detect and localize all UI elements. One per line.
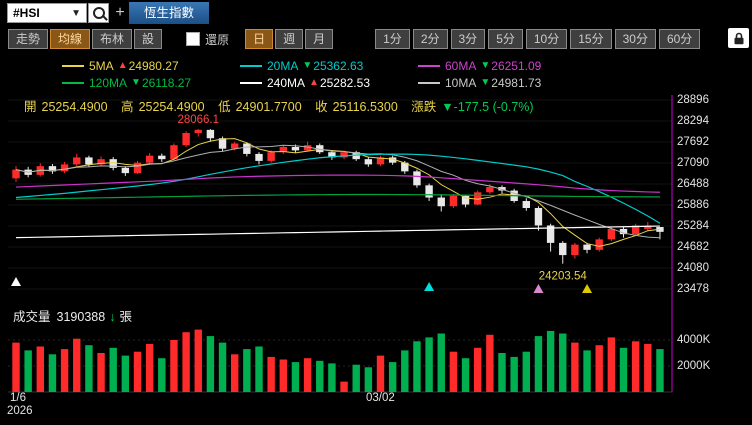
ma-legend-item: 10MA ▼ 24981.73: [418, 76, 596, 90]
ma-name: 5MA: [89, 58, 114, 73]
volume-axis-label: 2000K: [677, 360, 711, 372]
ma-value: 25282.53: [319, 75, 370, 90]
interval-tab-6[interactable]: 30分: [614, 29, 656, 49]
volume-value: 3190388: [56, 310, 106, 324]
ma-value: 24980.27: [128, 58, 179, 73]
ma-line-swatch: [62, 81, 84, 84]
ma-line-swatch: [418, 81, 440, 84]
lock-icon: [734, 32, 743, 44]
x-axis-label-first: 1/6: [10, 392, 26, 404]
ma-name: 10MA: [445, 75, 477, 90]
x-axis-year-label: 2026: [7, 405, 33, 417]
tab-hsi[interactable]: 恆生指數: [129, 2, 210, 24]
toolbar: 走勢 均線 布林設 還原 日週月 1分 2分 3分 5分 10分 15分 30分 60分: [8, 29, 718, 49]
ma-line-swatch: [418, 64, 440, 67]
down-arrow-icon: ▼: [480, 60, 491, 71]
high-value: 25254.4900: [138, 100, 205, 114]
price-axis-label: 25886: [677, 199, 709, 211]
restore-group: 還原: [186, 31, 229, 48]
change-value: ▼-177.5 (-0.7%): [441, 100, 534, 114]
open-label: 開: [24, 100, 37, 114]
svg-text:24203.54: 24203.54: [539, 271, 588, 283]
add-symbol-button[interactable]: +: [115, 4, 125, 21]
price-axis-label: 27090: [677, 157, 709, 169]
up-arrow-icon: ▲: [117, 60, 128, 71]
ma-name: 60MA: [445, 58, 477, 73]
interval-tab-3[interactable]: 5分: [488, 29, 523, 49]
lock-button[interactable]: [728, 28, 749, 48]
x-axis-label-march: 03/02: [366, 392, 395, 404]
ma-value: 25362.63: [313, 58, 364, 73]
period-tab-1[interactable]: 週: [275, 29, 304, 49]
interval-tab-7[interactable]: 60分: [658, 29, 701, 49]
chart-type-tab-2[interactable]: 布林: [92, 29, 133, 49]
low-value: 24901.7700: [235, 100, 302, 114]
ma-value: 24981.73: [491, 75, 542, 90]
ma-line-swatch: [62, 64, 84, 67]
ma-line-swatch: [240, 64, 262, 67]
volume-axis-label: 4000K: [677, 334, 711, 346]
interval-tabs: 1分 2分 3分 5分 10分 15分 30分 60分: [375, 29, 701, 49]
period-tabs: 日週月: [245, 29, 334, 49]
price-axis-label: 28294: [677, 115, 709, 127]
period-tab-2[interactable]: 月: [305, 29, 334, 49]
ma-legend: 5MA ▲ 24980.27 20MA ▼ 25362.63 60MA ▼ 26251.09 12…: [62, 57, 596, 91]
change-label: 漲跌: [411, 100, 437, 114]
price-axis-label: 27692: [677, 136, 709, 148]
price-axis-label: 23478: [677, 283, 709, 295]
ma-legend-item: 5MA ▲ 24980.27: [62, 59, 240, 73]
symbol-selector[interactable]: #HSI ▼: [7, 3, 87, 23]
ma-legend-item: 240MA ▲ 25282.53: [240, 76, 418, 90]
ma-name: 20MA: [267, 58, 299, 73]
chart-type-tab-1[interactable]: 均線: [50, 29, 91, 49]
interval-tab-5[interactable]: 15分: [570, 29, 612, 49]
top-bar: #HSI ▼ + 恆生指數: [0, 0, 752, 26]
up-arrow-icon: ▲: [309, 77, 319, 88]
ma-name: 240MA: [267, 75, 306, 90]
price-axis-label: 25284: [677, 220, 709, 232]
ma-line-swatch: [240, 81, 262, 84]
interval-tab-0[interactable]: 1分: [375, 29, 410, 49]
symbol-text: #HSI: [13, 6, 40, 20]
chevron-down-icon[interactable]: ▼: [71, 7, 81, 19]
search-button[interactable]: [88, 3, 109, 23]
price-axis-label: 24682: [677, 241, 709, 253]
restore-label: 還原: [205, 32, 230, 47]
low-label: 低: [218, 100, 231, 114]
close-label: 收: [315, 100, 328, 114]
price-axis-label: 24080: [677, 262, 709, 274]
period-tab-0[interactable]: 日: [245, 29, 274, 49]
down-arrow-icon: ▼: [480, 77, 491, 88]
ma-legend-item: 120MA ▼ 26118.27: [62, 76, 240, 90]
restore-checkbox[interactable]: [186, 32, 201, 46]
volume-unit: 張: [119, 310, 132, 324]
down-arrow-icon: ▼: [302, 60, 313, 71]
ma-value: 26251.09: [491, 58, 542, 73]
down-arrow-icon: ▼: [131, 77, 141, 88]
search-icon: [92, 7, 105, 19]
volume-label: 成交量: [13, 310, 51, 324]
ma-legend-item: 60MA ▼ 26251.09: [418, 59, 596, 73]
ma-legend-row: 120MA ▼ 26118.27 240MA ▲ 25282.53 10MA ▼ 24981.7…: [62, 74, 596, 91]
ohlc-row: 開 25254.4900 高 25254.4900 低 24901.7700 收 251…: [24, 96, 534, 115]
chart-type-tab-0[interactable]: 走勢: [8, 29, 49, 49]
interval-tab-4[interactable]: 10分: [525, 29, 568, 49]
high-label: 高: [121, 100, 134, 114]
interval-tab-2[interactable]: 3分: [450, 29, 486, 49]
interval-tab-1[interactable]: 2分: [412, 29, 448, 49]
svg-text:28066.1: 28066.1: [177, 114, 219, 126]
chart-type-tabs: 走勢 均線 布林設: [8, 29, 163, 49]
open-value: 25254.4900: [41, 100, 108, 114]
price-axis-label: 26488: [677, 178, 709, 190]
volume-down-arrow-icon: ↓: [109, 310, 116, 324]
close-value: 25116.5300: [332, 100, 398, 114]
volume-header: 成交量 3190388 ↓ 張: [13, 306, 132, 325]
price-axis-label: 28896: [677, 94, 709, 106]
ma-legend-item: 20MA ▼ 25362.63: [240, 59, 418, 73]
ma-name: 120MA: [89, 75, 128, 90]
chart-type-tab-3[interactable]: 設: [134, 29, 163, 49]
ma-legend-row: 5MA ▲ 24980.27 20MA ▼ 25362.63 60MA ▼ 26251.09: [62, 57, 596, 74]
ma-value: 26118.27: [141, 75, 192, 90]
